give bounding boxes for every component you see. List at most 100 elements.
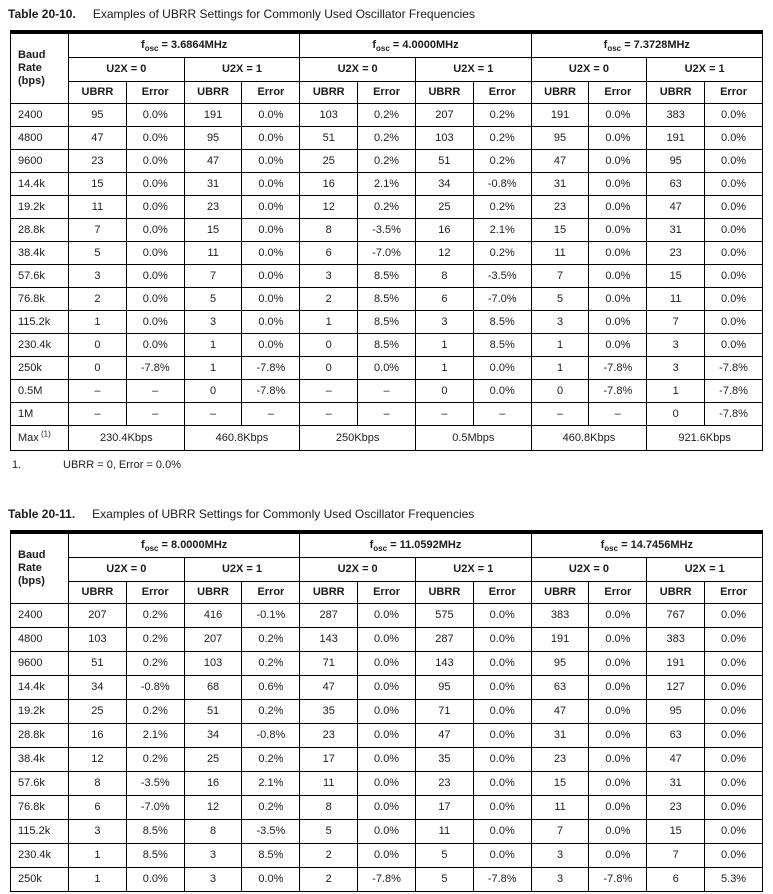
error-value: 0.0% xyxy=(241,148,301,173)
error-value: 0.0% xyxy=(125,194,185,219)
error-value: 0.0% xyxy=(588,602,648,628)
table-20-10-footnote: 1. UBRR = 0, Error = 0.0% xyxy=(12,459,763,471)
ubrr-value: 23 xyxy=(68,148,127,173)
error-value: 2.1% xyxy=(125,722,185,748)
max-speed-value: 921.6Kbps xyxy=(646,424,763,451)
ubrr-value: 3 xyxy=(183,309,243,334)
table-row: 38.4k 5 0.0% 11 0.0% 6 -7.0% 12 0.2% 11 0.0% 23 0.0% xyxy=(10,240,763,265)
table-row: 115.2k 1 0.0% 3 0.0% 1 8.5% 3 8.5% 3 0.0% 7 0.0% xyxy=(10,309,763,334)
max-speed-row: Max (1) 230.4Kbps 460.8Kbps 250Kbps 0.5Mbps 4… xyxy=(10,424,763,451)
error-value: 0.2% xyxy=(125,626,185,652)
ubrr-value: 0 xyxy=(530,378,590,403)
ubrr-value: 47 xyxy=(183,148,243,173)
ubrr-column-header: UBRR xyxy=(646,580,706,604)
ubrr-value: 2 xyxy=(299,842,359,868)
error-column-header: Error xyxy=(241,80,301,104)
ubrr-value: 23 xyxy=(299,722,359,748)
error-column-header: Error xyxy=(704,580,763,604)
error-value: -7.0% xyxy=(357,240,416,265)
ubrr-value: 47 xyxy=(299,674,359,700)
error-value: 8.5% xyxy=(241,842,301,868)
ubrr-value: 31 xyxy=(646,217,706,242)
ubrr-value: 8 xyxy=(299,217,359,242)
ubrr-value: 3 xyxy=(68,818,127,844)
ubrr-value: 6 xyxy=(299,240,359,265)
error-value: 0.0% xyxy=(472,698,532,724)
error-value: 0.0% xyxy=(588,722,648,748)
ubrr-value: 34 xyxy=(68,674,127,700)
ubrr-value: 575 xyxy=(414,602,474,628)
error-value: 0.0% xyxy=(472,626,532,652)
error-value: 0.2% xyxy=(241,794,301,820)
ubrr-value: 0 xyxy=(299,355,359,380)
ubrr-value: 0 xyxy=(646,401,706,426)
u2x-mode-header: U2X = 0 xyxy=(68,556,185,582)
ubrr-value: 23 xyxy=(414,770,474,796)
ubrr-value: 1 xyxy=(68,842,127,868)
error-value: -7.8% xyxy=(588,355,648,380)
max-speed-value: 250Kbps xyxy=(299,424,416,451)
error-value: 8.5% xyxy=(125,818,185,844)
ubrr-value: 191 xyxy=(530,626,590,652)
ubrr-value: 8 xyxy=(183,818,243,844)
osc-frequency-header: fosc = 8.0000MHz xyxy=(67,531,301,558)
error-column-header: Error xyxy=(472,80,532,104)
error-value: 0.0% xyxy=(125,240,185,265)
error-value: 0.0% xyxy=(704,842,763,868)
table-row: 14.4k 34 -0.8% 68 0.6% 47 0.0% 95 0.0% 63 0.0% 127 0… xyxy=(10,674,763,700)
ubrr-value: 103 xyxy=(299,102,359,127)
ubrr-value: 51 xyxy=(414,148,474,173)
u2x-mode-header: U2X = 0 xyxy=(530,56,648,82)
error-value: 0.0% xyxy=(125,217,185,242)
ubrr-value: 7 xyxy=(646,842,706,868)
ubrr-column-header: UBRR xyxy=(183,80,243,104)
ubrr-value: 207 xyxy=(414,102,474,127)
baud-rate-header: Baud Rate (bps) xyxy=(10,531,69,604)
error-value: 0.0% xyxy=(125,125,185,150)
ubrr-value: 12 xyxy=(414,240,474,265)
error-value: 0.0% xyxy=(588,626,648,652)
baud-cell: 19.2k xyxy=(10,698,69,724)
error-value: 0.0% xyxy=(472,842,532,868)
ubrr-value: 1 xyxy=(68,866,127,892)
baud-cell: 250k xyxy=(10,355,69,380)
ubrr-value: 287 xyxy=(414,626,474,652)
table-20-10-title: Table 20-10. Examples of UBRR Settings f… xyxy=(8,7,763,21)
ubrr-value: 1 xyxy=(414,332,474,357)
ubrr-value: 1 xyxy=(183,332,243,357)
error-value: 0.0% xyxy=(704,602,763,628)
ubrr-value: 5 xyxy=(68,240,127,265)
table-row: 9600 51 0.2% 103 0.2% 71 0.0% 143 0.0% 95 0.0% 191 0… xyxy=(10,650,763,676)
ubrr-value: 0 xyxy=(183,378,243,403)
error-value: 0.0% xyxy=(472,378,532,403)
baud-cell: 76.8k xyxy=(10,794,69,820)
ubrr-value: 6 xyxy=(414,286,474,311)
error-value: 0.0% xyxy=(704,332,763,357)
error-value: -7.8% xyxy=(588,866,648,892)
error-value: 0.0% xyxy=(704,722,763,748)
ubrr-value: 191 xyxy=(646,650,706,676)
ubrr-value: 47 xyxy=(646,746,706,772)
error-value: 0.0% xyxy=(241,171,301,196)
error-value: 0.0% xyxy=(588,171,648,196)
error-value: 0.0% xyxy=(357,650,416,676)
ubrr-value: 25 xyxy=(414,194,474,219)
error-value: -7.8% xyxy=(472,866,532,892)
error-column-header: Error xyxy=(588,580,648,604)
error-value: -7.0% xyxy=(125,794,185,820)
ubrr-value: 95 xyxy=(530,125,590,150)
ubrr-value: 8 xyxy=(299,794,359,820)
error-value: 0.0% xyxy=(125,263,185,288)
baud-cell: 76.8k xyxy=(10,286,69,311)
ubrr-value: 12 xyxy=(68,746,127,772)
ubrr-value: 143 xyxy=(299,626,359,652)
error-value: 0.0% xyxy=(472,650,532,676)
error-value: 0.0% xyxy=(704,194,763,219)
error-value: -7.8% xyxy=(241,355,301,380)
ubrr-value: 31 xyxy=(530,171,590,196)
ubrr-value: 23 xyxy=(530,194,590,219)
ubrr-value: 2 xyxy=(68,286,127,311)
ubrr-value: 191 xyxy=(646,125,706,150)
ubrr-value: 767 xyxy=(646,602,706,628)
u2x-mode-header: U2X = 1 xyxy=(183,56,301,82)
